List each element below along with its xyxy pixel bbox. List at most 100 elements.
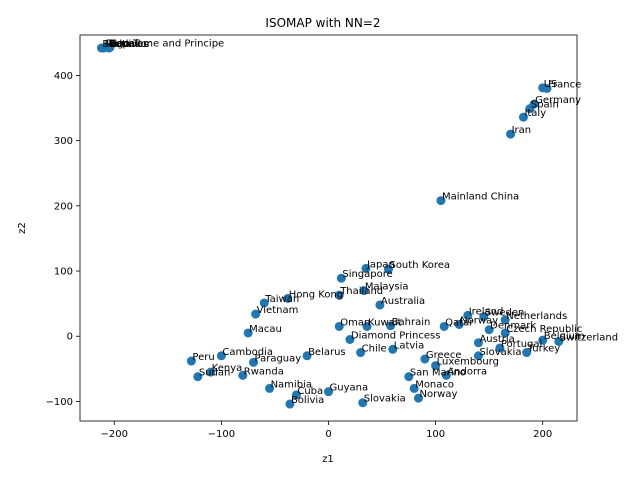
- point-label: Macau: [249, 324, 282, 335]
- point-label: Guyana: [330, 383, 369, 394]
- data-point: [345, 334, 355, 344]
- point-label: Australia: [381, 296, 425, 307]
- data-point: [383, 264, 393, 274]
- data-point: [251, 309, 261, 319]
- point-label: Switzerland: [560, 332, 618, 343]
- data-point: [404, 372, 414, 382]
- point-label: Turkey: [527, 344, 561, 355]
- point-label: Hong Kong: [289, 289, 343, 300]
- point-label: Latvia: [394, 340, 424, 351]
- data-point: [238, 370, 248, 380]
- data-point: [359, 286, 369, 296]
- point-label: Singapore: [342, 269, 392, 280]
- point-label: Japan: [366, 259, 395, 270]
- y-tick-label: 300: [54, 136, 73, 147]
- data-point: [413, 393, 423, 403]
- point-label: Qatar: [445, 317, 474, 328]
- data-point: [302, 351, 312, 361]
- point-label: Spain: [531, 100, 559, 111]
- data-point: [495, 343, 505, 353]
- point-label: South Korea: [389, 260, 450, 271]
- point-label: Norway: [460, 316, 498, 327]
- point-label: Sweden: [485, 308, 525, 319]
- point-label: Andorra: [447, 366, 487, 377]
- point-label: Nepal: [109, 38, 138, 49]
- point-label: Denmark: [490, 321, 536, 332]
- data-point: [249, 357, 259, 367]
- point-label: Chile: [362, 344, 387, 355]
- data-point: [283, 293, 293, 303]
- point-label: Monaco: [415, 379, 454, 390]
- y-tick-label: 0: [67, 332, 73, 343]
- data-point: [386, 321, 396, 331]
- point-label: Bahrain: [392, 317, 431, 328]
- point-label: Kuwait: [368, 317, 401, 328]
- data-point: [291, 390, 301, 400]
- point-label: Paraguay: [255, 353, 302, 364]
- data-point: [409, 383, 419, 393]
- y-tick-label: 400: [54, 71, 73, 82]
- data-point: [336, 273, 346, 283]
- point-label: Czech Republic: [506, 324, 582, 335]
- point-label: Togo: [106, 38, 130, 49]
- data-point: [285, 399, 295, 409]
- data-point: [243, 328, 253, 338]
- point-label: Germany: [535, 95, 581, 106]
- data-point: [473, 338, 483, 348]
- x-axis-ticks: −200 −100 0 100 200: [101, 421, 552, 440]
- data-point: [186, 356, 196, 366]
- x-axis-label: z1: [322, 454, 334, 465]
- point-label: Rwanda: [244, 366, 284, 377]
- point-label: Diamond Princess: [351, 330, 440, 341]
- point-label: Belarus: [308, 347, 346, 358]
- y-tick-label: −100: [46, 397, 73, 408]
- point-label: Vietnam: [257, 305, 299, 316]
- data-point: [473, 351, 483, 361]
- point-label: France: [548, 79, 581, 90]
- y-tick-label: 100: [54, 267, 73, 278]
- data-point: [334, 321, 344, 331]
- data-point: [362, 321, 372, 331]
- point-label: Ireland: [469, 306, 504, 317]
- data-point: [525, 104, 535, 114]
- data-point: [538, 335, 548, 345]
- x-tick-label: −200: [101, 429, 128, 440]
- data-point: [522, 348, 532, 358]
- data-point: [388, 344, 398, 354]
- point-label: Mainland China: [442, 192, 519, 203]
- point-label: Kenya: [212, 363, 243, 374]
- data-point: [463, 310, 473, 320]
- data-point: [193, 372, 203, 382]
- point-label: Luxembourg: [437, 357, 499, 368]
- data-point: [439, 321, 449, 331]
- point-label: Sudan: [199, 368, 231, 379]
- point-label: Austria: [479, 334, 514, 345]
- y-axis-ticks: −100 0 100 200 300 400: [46, 71, 80, 408]
- point-label: Thailand: [339, 286, 383, 297]
- data-point: [454, 320, 464, 329]
- point-label: Oman: [340, 317, 370, 328]
- point-label: Slovakia: [479, 347, 521, 358]
- point-label: Sao Tome and Principe: [111, 38, 224, 49]
- data-point: [500, 328, 510, 338]
- x-tick-label: 100: [426, 429, 445, 440]
- point-label: Belgium: [544, 331, 585, 342]
- data-point: [420, 354, 430, 364]
- point-label: Netherlands: [506, 311, 567, 322]
- point-label: Bolivia: [291, 395, 324, 406]
- point-label: Norway: [419, 389, 457, 400]
- point-label: Ecuador: [110, 39, 152, 50]
- point-label: Slovakia: [364, 394, 406, 405]
- point-label: San Marino: [410, 368, 466, 379]
- data-point: [324, 387, 333, 397]
- point-label: Portugal: [501, 339, 542, 350]
- x-tick-label: 0: [325, 429, 331, 440]
- data-point: [436, 196, 446, 206]
- data-point: [259, 298, 269, 308]
- data-point: [361, 263, 371, 273]
- data-point: [105, 42, 115, 52]
- data-point: [206, 367, 216, 377]
- y-tick-label: 200: [54, 201, 73, 212]
